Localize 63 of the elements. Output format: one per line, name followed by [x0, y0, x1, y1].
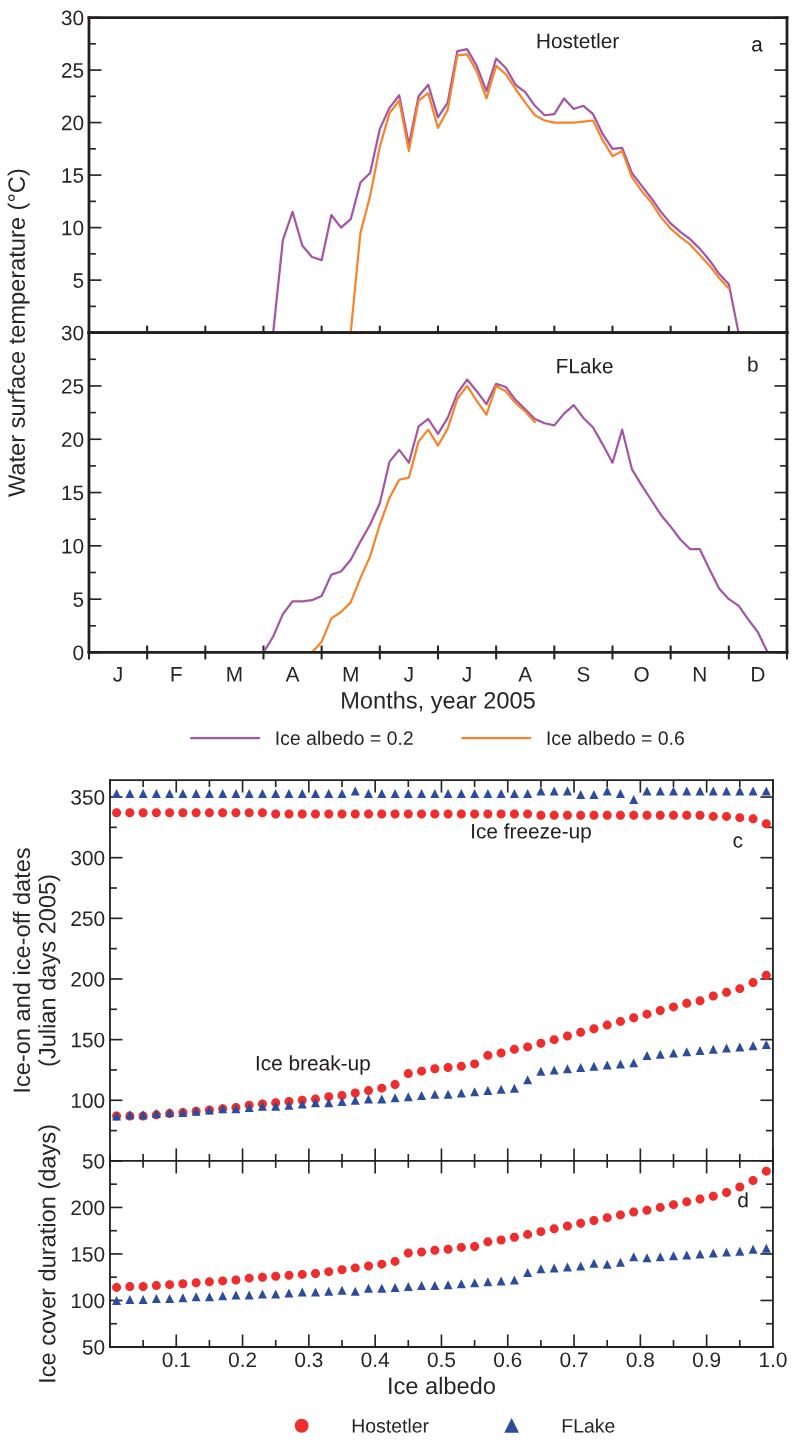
y-tick-label: 25: [61, 378, 84, 394]
x-axis-title: Ice albedo: [389, 1376, 495, 1395]
x-tick-label: A: [285, 667, 300, 682]
y-tick-label: 150: [71, 1246, 105, 1262]
y-tick-label: 15: [62, 485, 84, 501]
y-tick-label: 250: [71, 911, 105, 927]
y-tick-label: 100: [71, 1293, 105, 1309]
x-tick-label: 0.3: [295, 1352, 323, 1368]
x-tick-label: J: [113, 667, 122, 682]
x-tick-label: 0.8: [626, 1352, 654, 1368]
annotation: b: [748, 356, 758, 372]
y-tick-label: 0: [73, 645, 84, 661]
y-tick-label: 30: [61, 325, 84, 341]
annotation: Ice freeze-up: [472, 823, 591, 843]
annotation: c: [733, 836, 743, 848]
y-tick-label: 15: [62, 168, 84, 183]
annotation: a: [752, 40, 763, 52]
y-axis-title: Ice-on and ice-off dates (Julian days 2005): [12, 848, 61, 1092]
x-tick-label: M: [343, 667, 358, 682]
y-tick-label: 50: [82, 1153, 105, 1169]
x-tick-label: M: [227, 667, 242, 682]
x-tick-label: S: [577, 666, 590, 682]
y-axis-title: Ice cover duration (days): [38, 1125, 61, 1382]
y-tick-label: 10: [62, 538, 84, 554]
y-tick-label: 5: [73, 592, 84, 607]
x-tick-label: 0.4: [361, 1352, 390, 1368]
x-tick-label: A: [518, 667, 533, 682]
legend-label: FLake: [562, 1418, 615, 1433]
y-tick-label: 50: [82, 1339, 105, 1355]
y-tick-label: 300: [71, 850, 105, 866]
x-tick-label: 0.9: [692, 1352, 721, 1368]
x-tick-label: 0.6: [494, 1352, 522, 1368]
legend-label: Ice albedo = 0.2: [276, 730, 413, 746]
x-tick-label: D: [752, 667, 765, 682]
legend-label: Hostetler: [352, 1418, 429, 1433]
y-tick-label: 350: [71, 790, 105, 805]
y-tick-label: 25: [61, 63, 84, 78]
y-tick-label: 5: [73, 273, 84, 288]
x-tick-label: 0.2: [228, 1352, 256, 1368]
y-axis-title: Water surface temperature (°C): [7, 169, 30, 497]
legend-label: Ice albedo = 0.6: [547, 730, 684, 746]
x-tick-label: J: [404, 667, 413, 682]
annotation: Hostetler: [537, 33, 619, 49]
x-tick-label: O: [634, 666, 649, 682]
x-tick-label: 1.0: [760, 1352, 787, 1368]
x-tick-label: J: [462, 667, 471, 682]
y-tick-label: 20: [61, 432, 84, 447]
y-tick-label: 100: [71, 1093, 105, 1109]
x-axis-title: Months, year 2005: [342, 691, 535, 714]
y-tick-label: 20: [61, 115, 84, 131]
x-tick-label: 0.7: [560, 1352, 588, 1368]
y-tick-label: 200: [71, 971, 105, 987]
y-tick-label: 10: [62, 220, 84, 236]
x-tick-label: N: [693, 667, 706, 682]
y-tick-label: 200: [71, 1200, 105, 1216]
x-tick-label: 0.1: [162, 1352, 190, 1368]
annotation: Ice break-up: [256, 1055, 370, 1075]
annotation: d: [738, 1192, 748, 1208]
annotation: FLake: [557, 358, 613, 374]
y-tick-label: 30: [61, 10, 84, 26]
x-tick-label: F: [171, 667, 182, 682]
x-tick-label: 0.5: [427, 1352, 456, 1368]
y-tick-label: 150: [71, 1032, 105, 1048]
